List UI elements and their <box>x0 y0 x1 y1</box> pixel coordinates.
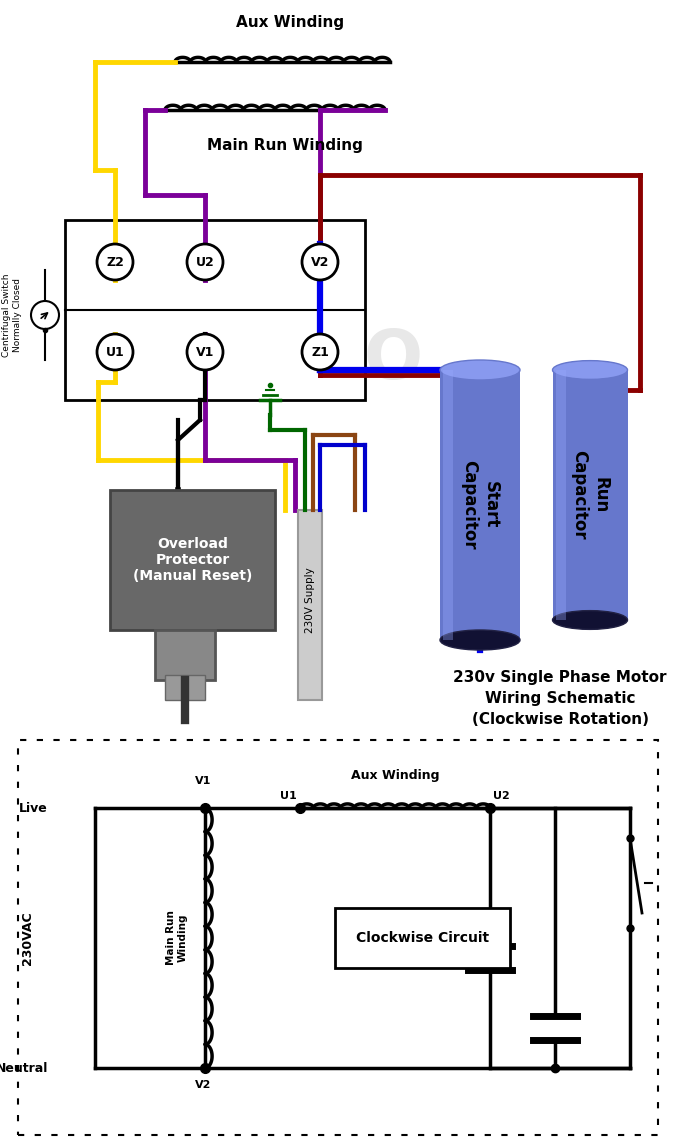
Text: V1: V1 <box>196 345 214 359</box>
Bar <box>18 740 658 1136</box>
Circle shape <box>97 334 133 370</box>
Circle shape <box>302 244 338 280</box>
Text: Aux Winding: Aux Winding <box>236 15 344 30</box>
Bar <box>110 490 275 630</box>
Text: V2: V2 <box>311 256 330 268</box>
Bar <box>335 908 510 968</box>
Text: Run
Capacitor: Run Capacitor <box>571 450 610 540</box>
Circle shape <box>97 244 133 280</box>
Text: Main Run Winding: Main Run Winding <box>207 138 363 153</box>
Text: Start
Capacitor: Start Capacitor <box>460 460 500 549</box>
Text: MARVO: MARVO <box>269 912 511 968</box>
Text: U2: U2 <box>196 256 214 268</box>
Text: Main Run
Winding: Main Run Winding <box>166 911 188 966</box>
Text: V1: V1 <box>195 777 211 786</box>
Ellipse shape <box>440 360 520 380</box>
Text: U2: U2 <box>493 791 510 801</box>
Bar <box>165 674 205 700</box>
Text: 230VAC: 230VAC <box>22 911 35 965</box>
Text: MARVO: MARVO <box>136 327 424 393</box>
Text: Z1: Z1 <box>311 345 329 359</box>
Text: U1: U1 <box>280 791 297 801</box>
Circle shape <box>187 334 223 370</box>
Ellipse shape <box>553 360 628 380</box>
Bar <box>155 630 215 680</box>
Text: Neutral: Neutral <box>0 1061 48 1075</box>
Text: 230v Single Phase Motor
Wiring Schematic
(Clockwise Rotation): 230v Single Phase Motor Wiring Schematic… <box>454 670 666 727</box>
Text: Aux Winding: Aux Winding <box>351 770 439 782</box>
Text: Overload
Protector
(Manual Reset): Overload Protector (Manual Reset) <box>133 537 252 583</box>
Circle shape <box>302 334 338 370</box>
Circle shape <box>31 301 59 329</box>
Text: 230V Supply: 230V Supply <box>305 567 315 633</box>
Text: U1: U1 <box>106 345 124 359</box>
Text: Live: Live <box>19 802 48 814</box>
Bar <box>555 370 565 621</box>
Text: Z2: Z2 <box>106 256 124 268</box>
Bar <box>443 370 453 640</box>
Ellipse shape <box>553 610 628 630</box>
Circle shape <box>187 244 223 280</box>
Text: Centrifugal Switch
Normally Closed: Centrifugal Switch Normally Closed <box>2 273 22 357</box>
Text: Clockwise Circuit: Clockwise Circuit <box>356 931 489 945</box>
Ellipse shape <box>440 630 520 650</box>
Bar <box>553 370 628 621</box>
Bar <box>440 370 520 640</box>
Text: V2: V2 <box>195 1080 211 1090</box>
Bar <box>65 220 365 400</box>
Bar <box>298 510 322 700</box>
